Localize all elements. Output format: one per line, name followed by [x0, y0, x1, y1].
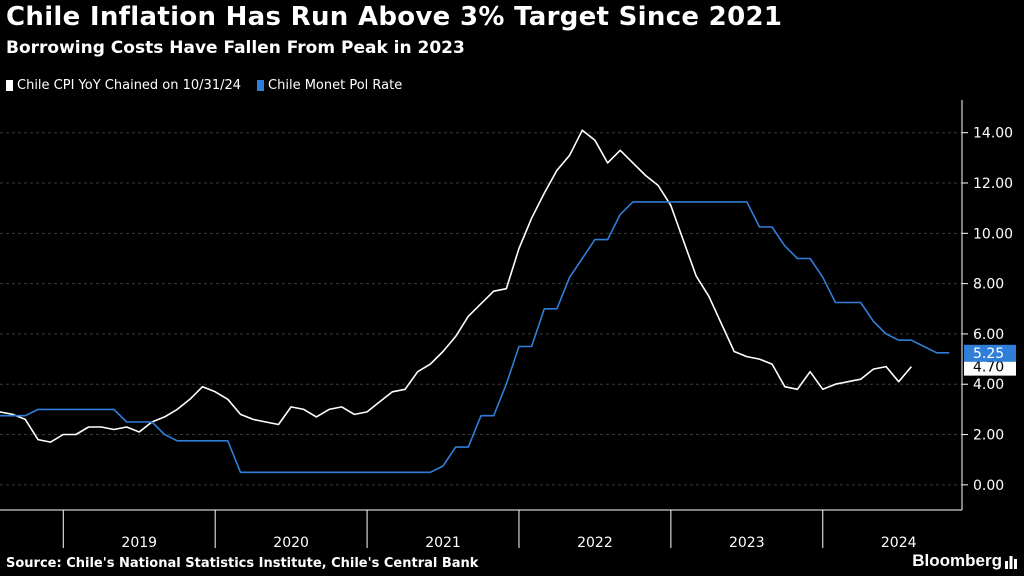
chart-subtitle: Borrowing Costs Have Fallen From Peak in… — [6, 38, 465, 58]
brand-name: Bloomberg — [912, 551, 1002, 570]
x-tick-label: 2020 — [273, 535, 309, 551]
last-value-label: 4.70 — [973, 360, 1004, 376]
legend-label-cpi: Chile CPI YoY Chained on 10/31/24 — [17, 78, 242, 93]
legend-item-cpi: Chile CPI YoY Chained on 10/31/24 — [6, 78, 241, 93]
y-tick-label: 0.00 — [973, 478, 1004, 494]
x-tick-label: 2019 — [121, 535, 157, 551]
legend-item-rate: Chile Monet Pol Rate — [257, 78, 402, 93]
chart-title: Chile Inflation Has Run Above 3% Target … — [6, 2, 783, 32]
last-value-box — [964, 358, 1016, 376]
y-tick-label: 6.00 — [973, 327, 1004, 343]
brand-bars-icon — [1005, 556, 1017, 569]
y-tick-label: 8.00 — [973, 277, 1004, 293]
y-tick-label: 12.00 — [973, 176, 1013, 192]
brand-logo: Bloomberg — [912, 551, 1018, 571]
x-tick-label: 2024 — [881, 535, 917, 551]
y-tick-label: 2.00 — [973, 428, 1004, 444]
legend-label-rate: Chile Monet Pol Rate — [268, 78, 403, 93]
series-line-rate — [0, 201, 950, 474]
last-value-label: 5.25 — [973, 346, 1004, 362]
source-note: Source: Chile's National Statistics Inst… — [6, 556, 479, 571]
y-tick-label: 10.00 — [973, 226, 1013, 242]
legend: Chile CPI YoY Chained on 10/31/24 Chile … — [6, 78, 402, 93]
series-line-cpi — [0, 129, 913, 443]
x-tick-label: 2021 — [425, 535, 461, 551]
y-tick-label: 4.00 — [973, 377, 1004, 393]
last-value-box — [964, 344, 1016, 362]
legend-swatch-rate — [257, 80, 265, 91]
x-tick-label: 2022 — [577, 535, 613, 551]
x-tick-label: 2023 — [729, 535, 765, 551]
legend-swatch-cpi — [6, 80, 13, 91]
y-tick-label: 14.00 — [973, 126, 1013, 142]
